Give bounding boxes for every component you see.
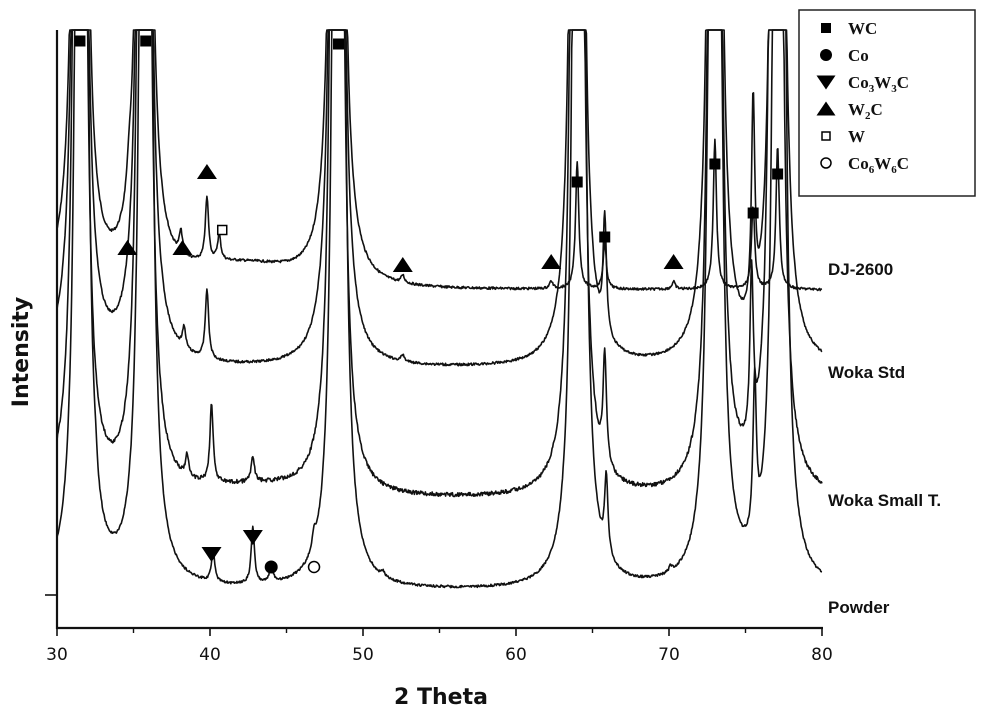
- legend-item: W2C: [816, 100, 883, 122]
- filled-square-icon: [74, 35, 86, 47]
- open-square-icon: [216, 224, 228, 236]
- series-label: Powder: [828, 598, 890, 617]
- phase-markers: [74, 35, 784, 574]
- curve-woka-small-t-: [56, 29, 823, 498]
- filled-up-triangle-icon: [196, 164, 217, 179]
- filled-square-icon: [747, 207, 759, 219]
- filled-square-icon: [333, 38, 345, 50]
- legend-item: WC: [821, 19, 877, 38]
- legend-item: Co3W3C: [816, 73, 909, 95]
- legend-label: W2C: [848, 100, 883, 122]
- open-circle-icon: [307, 560, 321, 574]
- filled-up-triangle-icon: [392, 257, 413, 272]
- x-axis-title: 2 Theta: [394, 685, 488, 710]
- legend-item: Co6W6C: [820, 154, 909, 176]
- filled-down-triangle-icon: [201, 547, 222, 562]
- curve-woka-std: [56, 29, 823, 367]
- legend: WC Co Co3W3C W2C W Co6W6C: [798, 9, 976, 197]
- x-tick-label: 50: [352, 645, 374, 665]
- legend-label: Co3W3C: [848, 73, 909, 95]
- filled-circle-icon: [820, 49, 832, 61]
- filled-up-triangle-icon: [117, 240, 138, 255]
- series-label: DJ-2600: [828, 260, 893, 279]
- legend-label: Co6W6C: [848, 154, 909, 176]
- legend-item: W: [821, 127, 865, 146]
- filled-down-triangle-icon: [816, 75, 836, 90]
- filled-square-icon: [772, 168, 784, 180]
- y-axis-title: Intensity: [9, 297, 34, 407]
- filled-up-triangle-icon: [816, 101, 836, 116]
- filled-square-icon: [821, 23, 831, 33]
- filled-square-icon: [571, 176, 583, 188]
- series-label: Woka Small T.: [828, 491, 941, 510]
- x-tick-label: 30: [46, 645, 68, 665]
- series-label: Woka Std: [828, 363, 905, 382]
- x-tick-label: 70: [658, 645, 680, 665]
- filled-square-icon: [709, 158, 721, 170]
- open-circle-icon: [820, 157, 832, 169]
- filled-square-icon: [140, 35, 152, 47]
- filled-down-triangle-icon: [242, 530, 263, 545]
- plot-area: 30 40 50 60 70 80 DJ-2600 Woka Std Woka Small T…: [45, 29, 941, 665]
- diffraction-curves: [56, 29, 823, 589]
- legend-label: WC: [848, 19, 877, 38]
- legend-label: Co: [848, 46, 869, 65]
- filled-circle-icon: [264, 560, 278, 574]
- series-labels: DJ-2600 Woka Std Woka Small T. Powder: [828, 260, 941, 617]
- filled-square-icon: [599, 231, 611, 243]
- filled-up-triangle-icon: [541, 254, 562, 269]
- x-tick-label: 40: [199, 645, 221, 665]
- legend-label: W: [848, 127, 865, 146]
- filled-up-triangle-icon: [172, 240, 193, 255]
- x-tick-label: 60: [505, 645, 527, 665]
- legend-item: Co: [820, 46, 869, 65]
- filled-up-triangle-icon: [663, 254, 684, 269]
- open-square-icon: [821, 131, 831, 141]
- x-tick-label: 80: [811, 645, 833, 665]
- curve-powder: [56, 29, 823, 589]
- x-ticks: 30 40 50 60 70 80: [46, 628, 833, 665]
